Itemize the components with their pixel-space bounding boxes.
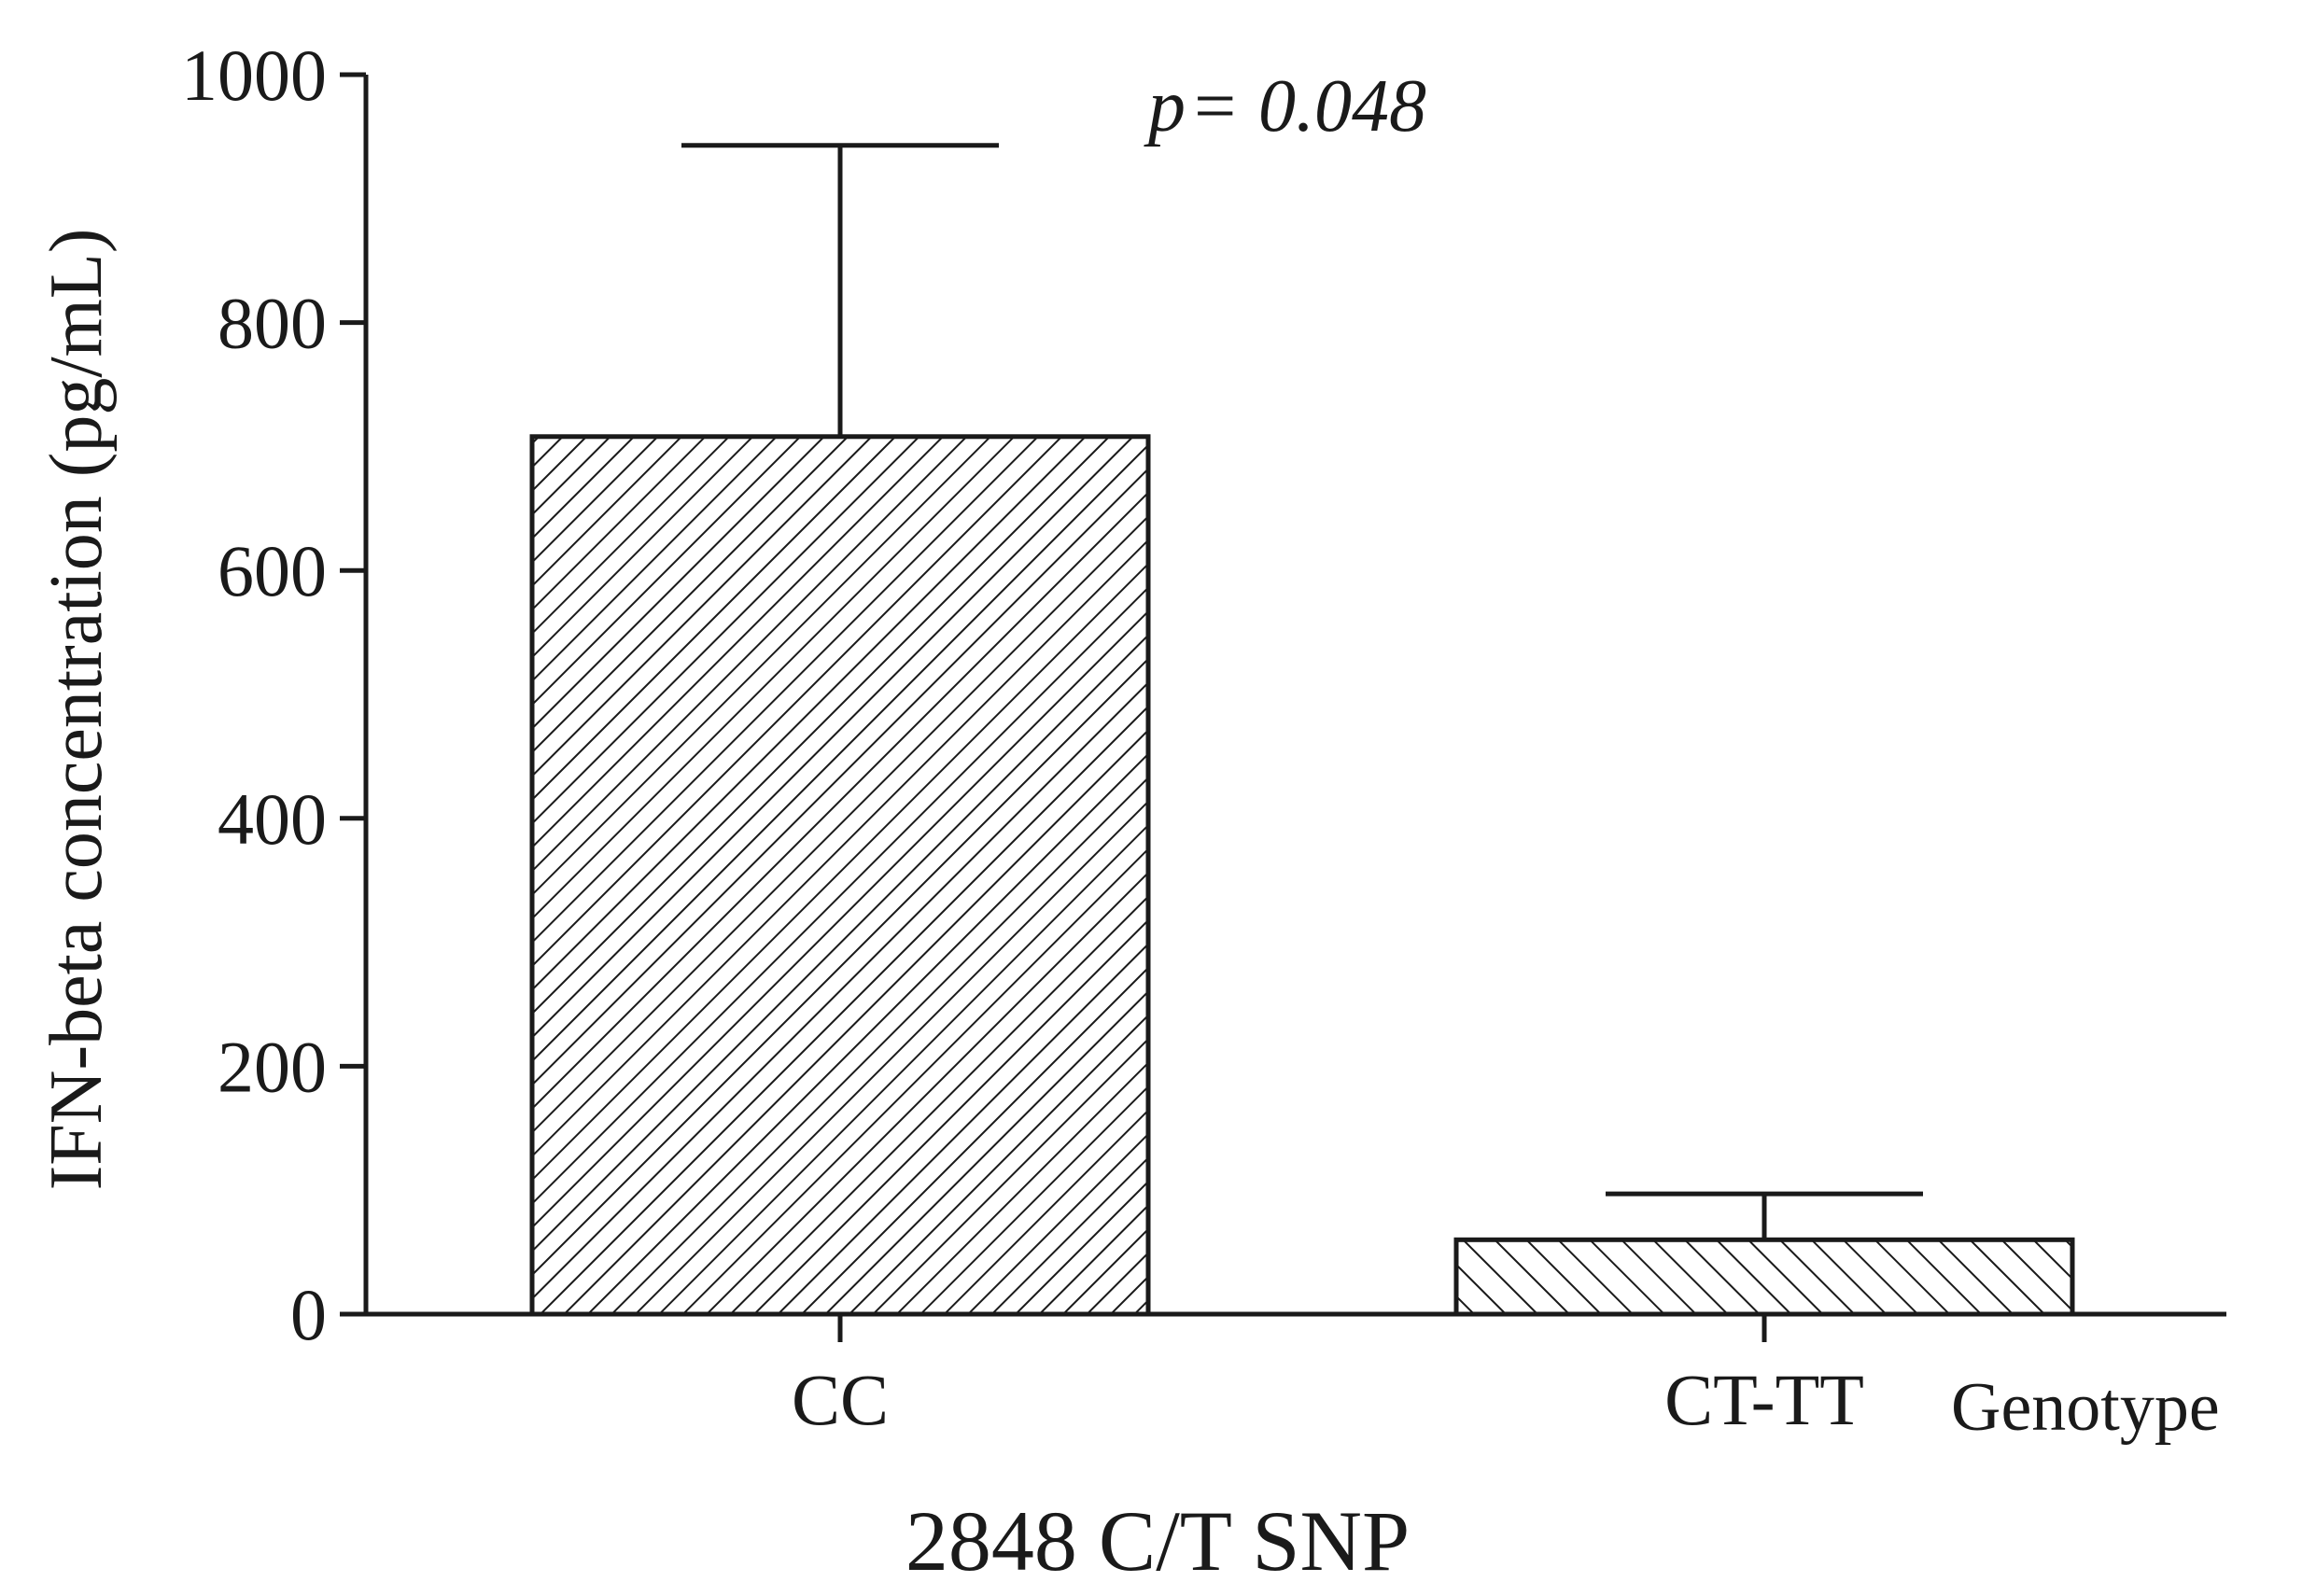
x-axis-end-label: Genotype: [1951, 1369, 2220, 1446]
bar-cc: [529, 434, 1151, 1317]
p-value-text: = 0.048: [1189, 65, 1426, 147]
p-value-prefix: p: [1144, 65, 1186, 147]
y-tick-label: 200: [218, 1026, 327, 1107]
y-tick-label: 1000: [181, 35, 327, 116]
x-axis-title: 2848 C/T SNP: [905, 1493, 1410, 1589]
y-tick-label: 400: [218, 778, 327, 860]
y-axis-title: IFN-beta concentration (pg/mL): [35, 229, 118, 1191]
x-tick-label: CC: [792, 1359, 889, 1440]
plot-area: [529, 143, 2075, 1317]
x-tick-label: CT-TT: [1664, 1359, 1864, 1440]
y-tick-label: 0: [290, 1274, 327, 1355]
x-axis-ticks: CC CT-TT: [792, 1314, 1864, 1440]
y-axis-ticks: 0 200 400 600 800 1000: [181, 35, 366, 1355]
y-tick-label: 800: [218, 283, 327, 364]
p-value-annotation: p= 0.048: [1144, 65, 1426, 147]
bar-ct-tt: [1453, 1237, 2075, 1317]
y-tick-label: 600: [218, 530, 327, 611]
